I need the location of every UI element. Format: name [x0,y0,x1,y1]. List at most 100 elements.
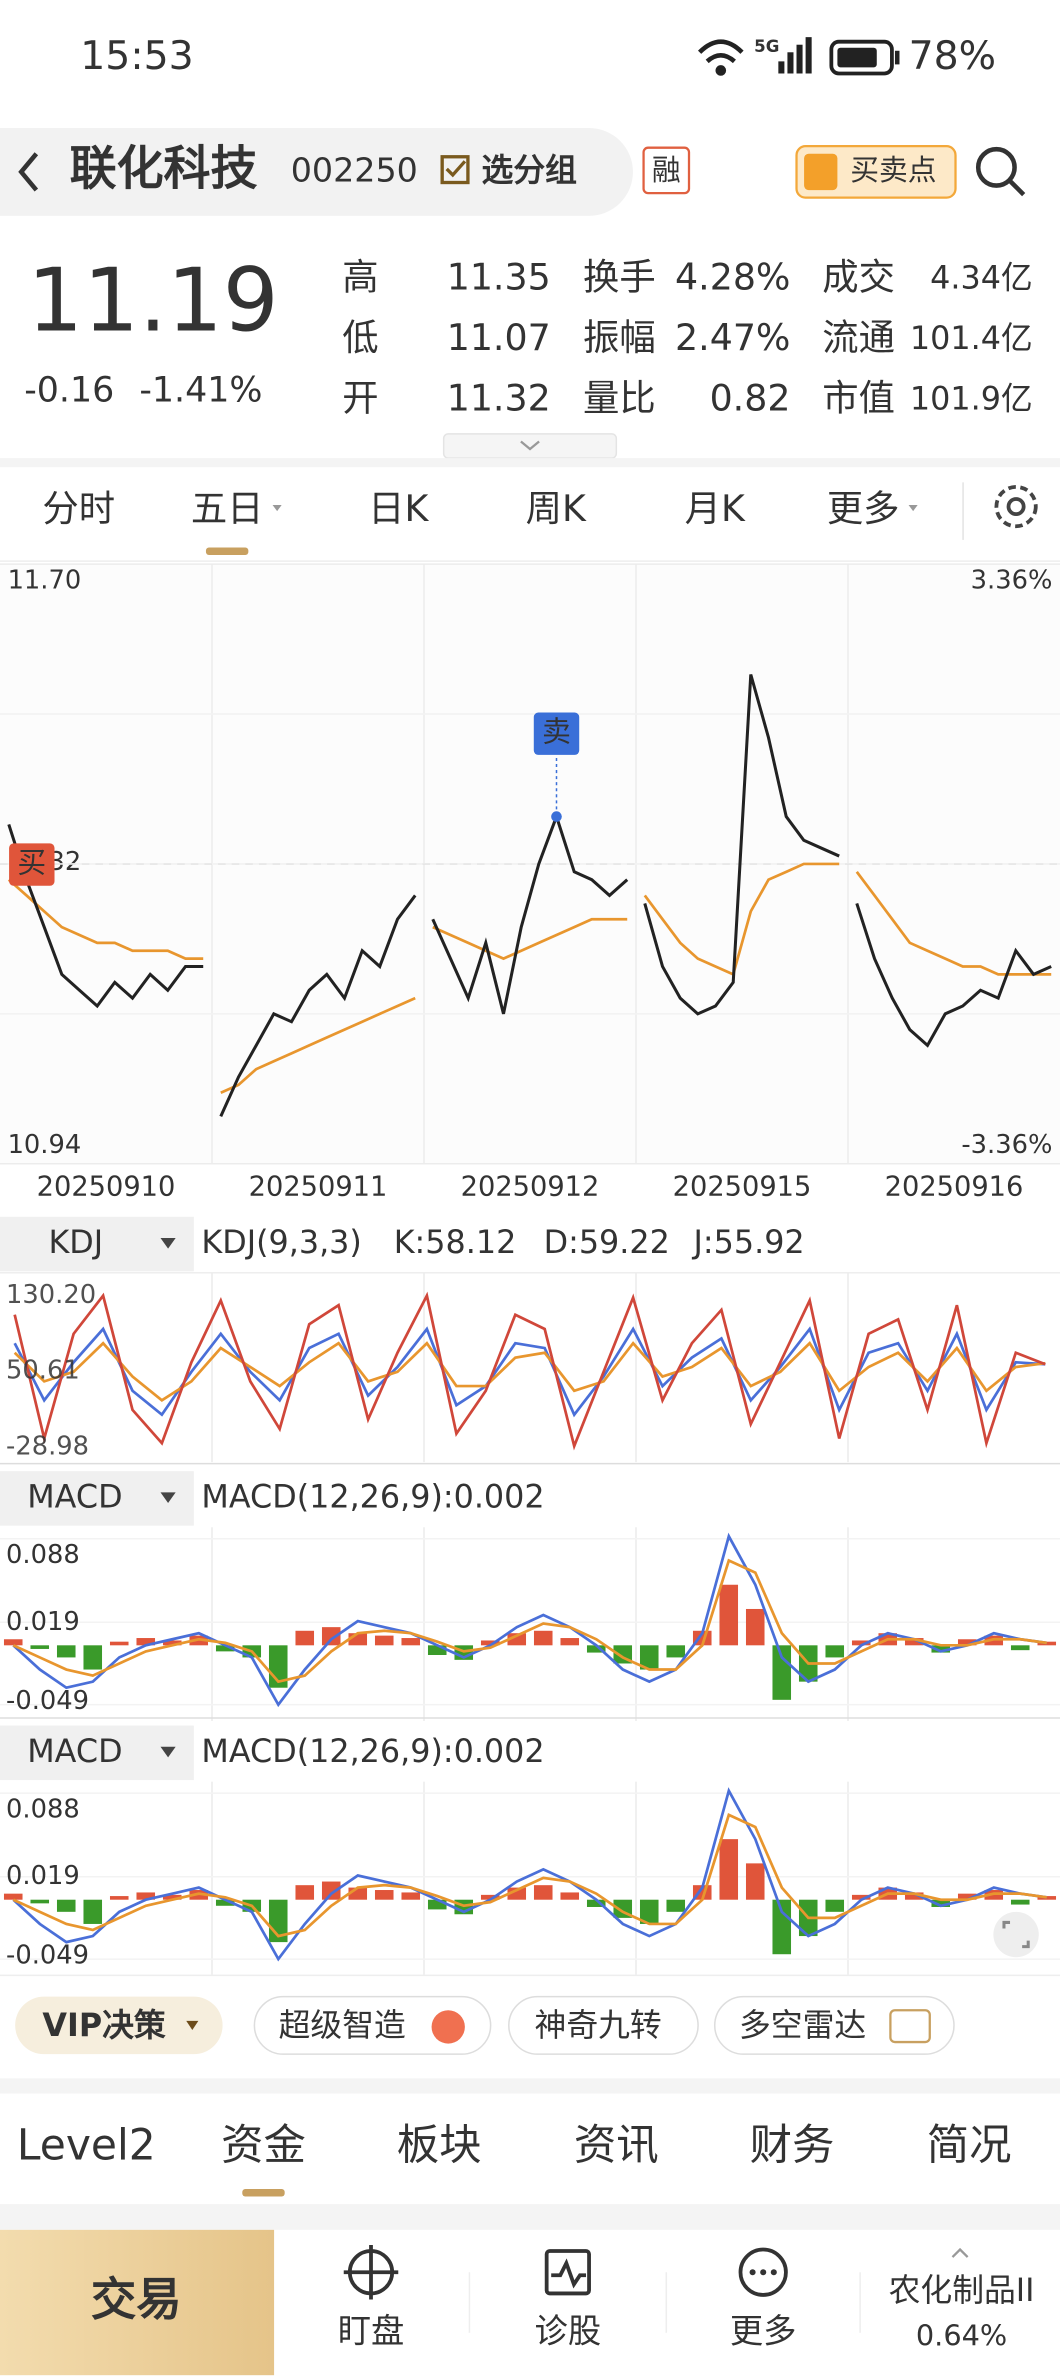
macd-bar [639,1645,659,1670]
stat-value: 11.07 [447,316,551,359]
price-chart: 买卖 [7,674,1052,1117]
price-line [7,823,204,1009]
stat-label: 高 [342,255,378,298]
tab[interactable]: 五日 [191,487,264,530]
avg-line [432,917,628,961]
stat-label: 开 [342,377,378,420]
wifi-icon [697,39,744,76]
macd-bar [427,1899,447,1910]
chip[interactable] [253,1995,492,2055]
signal-icon [778,37,812,74]
macd-bar [904,1638,924,1646]
macd-bar [1037,1641,1057,1646]
tab[interactable]: 更多 [827,487,900,530]
macd-label: MACD [27,1478,122,1515]
macd-bar [507,1887,527,1900]
info-tab[interactable]: 资金 [221,2121,306,2170]
buy-marker [9,843,55,886]
settings-button[interactable] [994,484,1038,529]
indicator-selector[interactable] [0,1471,194,1526]
expand-handle[interactable] [442,433,618,459]
macd-bar [957,1893,977,1900]
stat-value: 4.34亿 [930,259,1033,296]
sell-label: 卖 [542,715,571,749]
macd-bar [825,1645,845,1658]
price-line [431,811,629,1015]
chip-vip[interactable] [15,1996,223,2055]
nav-label: 盯盘 [338,2311,405,2350]
x-tick-label: 20250911 [249,1172,388,1203]
group-button[interactable]: 选分组 [482,152,578,189]
macd-bar [427,1645,447,1656]
network-label: 5G [754,37,779,56]
y-tick-label: 0.088 [6,1794,80,1824]
signal-button[interactable]: 买卖点 [850,153,936,187]
macd-bar [639,1899,659,1924]
kdj-line [13,1341,1046,1402]
grid: 20250910 20250911 20250912 20250915 20250916… [0,563,1060,1203]
indicator-selector[interactable] [0,1725,194,1781]
info-tab[interactable]: 财务 [750,2121,835,2170]
macd-bar [560,1892,580,1900]
info-tab[interactable]: 资讯 [574,2121,659,2170]
macd-bar [904,1892,924,1900]
sector-name[interactable]: 农化制品II [889,2272,1035,2309]
trade-button[interactable] [0,2229,275,2376]
y-tick-label: -0.049 [6,1686,89,1716]
nav-label: 更多 [730,2311,797,2350]
chip-label: 超级智造 [279,2007,406,2044]
price-change-pct: -1.41% [139,370,262,410]
macd-bar [401,1892,421,1900]
info-tab[interactable]: Level2 [17,2121,156,2170]
search-button[interactable] [975,146,1026,197]
macd-bar [533,1885,553,1900]
macd-bar [480,1894,500,1900]
stat-value: 101.4亿 [910,320,1033,357]
tab[interactable]: 月K [685,487,746,530]
macd-bar [1010,1899,1030,1905]
macd-title: MACD(12,26,9):0.002 [201,1733,544,1770]
chip[interactable] [508,1995,699,2055]
clock: 15:53 [80,33,193,79]
expand-chevron [520,440,540,451]
y-tick-label: 130.20 [6,1280,96,1310]
tab[interactable]: 周K [526,487,587,530]
macd-line [12,1532,1048,1708]
divider [0,2204,1060,2230]
macd-bar [719,1839,739,1900]
macd-label: MACD [27,1733,122,1770]
last-price: 11.19 [27,249,278,352]
y-tick-label: 0.019 [6,1861,80,1891]
indicator-selector[interactable] [0,1216,194,1272]
macd-bar [719,1584,739,1646]
period-tabs: 分时 五日 日K 周K 月K 更多 [42,487,918,556]
diagnose-icon[interactable] [544,2249,591,2296]
info-tab[interactable]: 简况 [927,2121,1012,2170]
stat-value: 11.35 [447,255,551,298]
tab-indicator [242,2188,285,2197]
macd-bar [745,1608,765,1646]
more-icon[interactable] [738,2247,788,2297]
x-tick-label: 20250910 [37,1172,176,1203]
sell-marker [533,712,580,755]
watch-icon[interactable] [343,2244,399,2300]
macd-line [12,1787,1048,1962]
fullscreen-button[interactable] [993,1911,1039,1958]
back-button[interactable] [18,152,39,192]
macd-bar [560,1638,580,1646]
info-tab[interactable]: 板块 [397,2121,482,2170]
margin-tag: 融 [652,153,681,187]
dropdown-arrow [160,1237,176,1249]
battery-level: 78% [909,33,996,79]
y-tick-label: 10.94 [8,1130,82,1160]
macd-bar [321,1881,341,1900]
y-tick-label: -0.049 [6,1941,89,1971]
tab[interactable]: 日K [368,487,429,530]
macd-bar [772,1645,792,1700]
macd-bar [957,1639,977,1646]
kdj-label: KDJ [48,1224,103,1261]
y-tick-label: -28.98 [6,1431,89,1461]
tab[interactable]: 分时 [42,487,115,530]
